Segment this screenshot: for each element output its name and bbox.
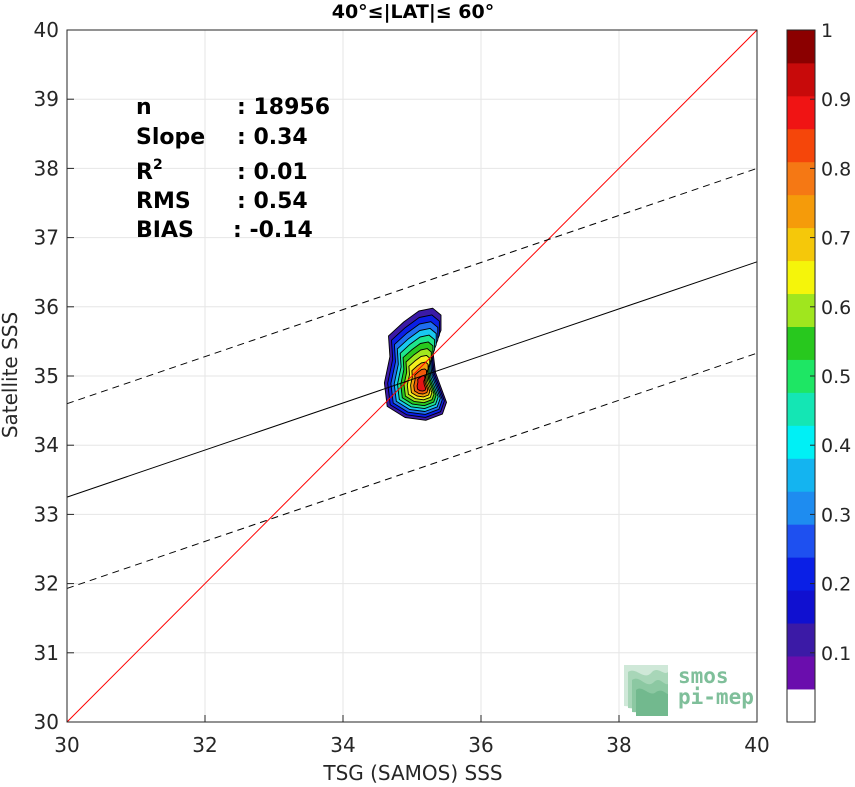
colorbar-swatch xyxy=(787,227,815,262)
regression-line xyxy=(66,261,758,498)
colorbar-tick-label: 0.4 xyxy=(821,435,851,457)
y-tick-label: 36 xyxy=(34,295,59,319)
stat-value: : -0.14 xyxy=(233,218,313,243)
x-tick-label: 40 xyxy=(744,733,769,757)
stats-panel: n : 18956 Slope : 0.34 R2 : 0.01 RMS : 0.54 BIAS… xyxy=(136,95,330,243)
colorbar-swatch xyxy=(787,95,815,130)
colorbar-swatch xyxy=(787,161,815,196)
colorbar-tick-label: 0.8 xyxy=(821,158,851,180)
x-tick-label: 34 xyxy=(330,733,355,757)
y-tick-label: 31 xyxy=(34,641,59,665)
colorbar-tick-label: 0.3 xyxy=(821,504,851,526)
y-tick-label: 39 xyxy=(34,87,59,111)
colorbar-swatch xyxy=(787,392,815,426)
stat-value: : 0.54 xyxy=(237,189,308,214)
x-tick-label: 32 xyxy=(192,733,217,757)
density-contours xyxy=(383,307,447,421)
x-tick-label: 38 xyxy=(606,733,631,757)
colorbar-swatch xyxy=(787,62,815,97)
stat-label: Slope xyxy=(136,125,205,150)
colorbar-swatch xyxy=(787,425,815,459)
colorbar-swatch xyxy=(787,194,815,229)
colorbar-tick-label: 0.1 xyxy=(821,643,851,665)
y-tick-label: 35 xyxy=(34,364,59,388)
colorbar-swatch xyxy=(787,557,815,591)
colorbar-tick-label: 0.5 xyxy=(821,366,851,388)
rms-bound-line xyxy=(66,352,758,589)
contour-level xyxy=(416,375,427,392)
y-tick-label: 32 xyxy=(34,572,59,596)
colorbar-swatch xyxy=(787,623,815,657)
colorbar-swatch xyxy=(787,590,815,624)
colorbar-tick-label: 0.9 xyxy=(821,89,851,111)
colorbar-swatch xyxy=(787,656,815,690)
y-tick-label: 40 xyxy=(34,18,59,42)
stat-label: RMS xyxy=(136,189,191,214)
identity-line xyxy=(66,29,758,723)
colorbar-swatch xyxy=(787,30,815,64)
chart-title: 40°≤|LAT|≤ 60° xyxy=(332,1,495,23)
y-tick-label: 37 xyxy=(34,226,59,250)
logo-text-pimep: pi-mep xyxy=(678,685,754,709)
logo-text-smos: smos xyxy=(678,664,729,688)
colorbar-swatch xyxy=(787,128,815,163)
reference-lines xyxy=(66,29,758,723)
y-axis-label: Satellite SSS xyxy=(0,312,22,438)
y-axis-ticks: 30 31 32 33 34 35 36 37 38 39 40 xyxy=(34,18,74,734)
stat-label: BIAS xyxy=(136,218,194,243)
colorbar-tick-label: 1 xyxy=(821,20,833,42)
colorbar-ticks: 0.1 0.2 0.3 0.4 0.5 0.6 0.7 0.8 0.9 1 xyxy=(810,20,851,665)
x-tick-label: 36 xyxy=(468,733,493,757)
x-axis-ticks: 30 32 34 36 38 40 xyxy=(54,715,770,757)
y-tick-label: 34 xyxy=(34,433,59,457)
stat-label: R2 xyxy=(136,157,163,185)
colorbar-swatch xyxy=(787,689,815,723)
x-axis-label: TSG (SAMOS) SSS xyxy=(322,761,502,785)
logo-icon xyxy=(624,665,668,716)
colorbar-swatch xyxy=(787,260,815,295)
stat-label: n xyxy=(136,95,152,120)
colorbar-tick-label: 0.2 xyxy=(821,574,851,596)
colorbar-swatch xyxy=(787,524,815,558)
y-tick-label: 30 xyxy=(34,710,59,734)
colorbar-tick-label: 0.7 xyxy=(821,228,851,250)
colorbar xyxy=(786,29,816,723)
x-tick-label: 30 xyxy=(54,733,79,757)
colorbar-swatch xyxy=(787,491,815,525)
colorbar-tick-label: 0.6 xyxy=(821,297,851,319)
colorbar-swatch xyxy=(787,458,815,492)
stat-value: : 0.01 xyxy=(237,160,308,185)
stat-value: : 18956 xyxy=(237,95,330,120)
stat-value: : 0.34 xyxy=(237,125,308,150)
y-tick-label: 38 xyxy=(34,156,59,180)
colorbar-swatch xyxy=(787,326,815,360)
y-tick-label: 33 xyxy=(34,502,59,526)
colorbar-swatch xyxy=(787,293,815,327)
smos-pimep-logo: smos pi-mep xyxy=(624,664,754,716)
rms-bound-line xyxy=(66,167,758,405)
